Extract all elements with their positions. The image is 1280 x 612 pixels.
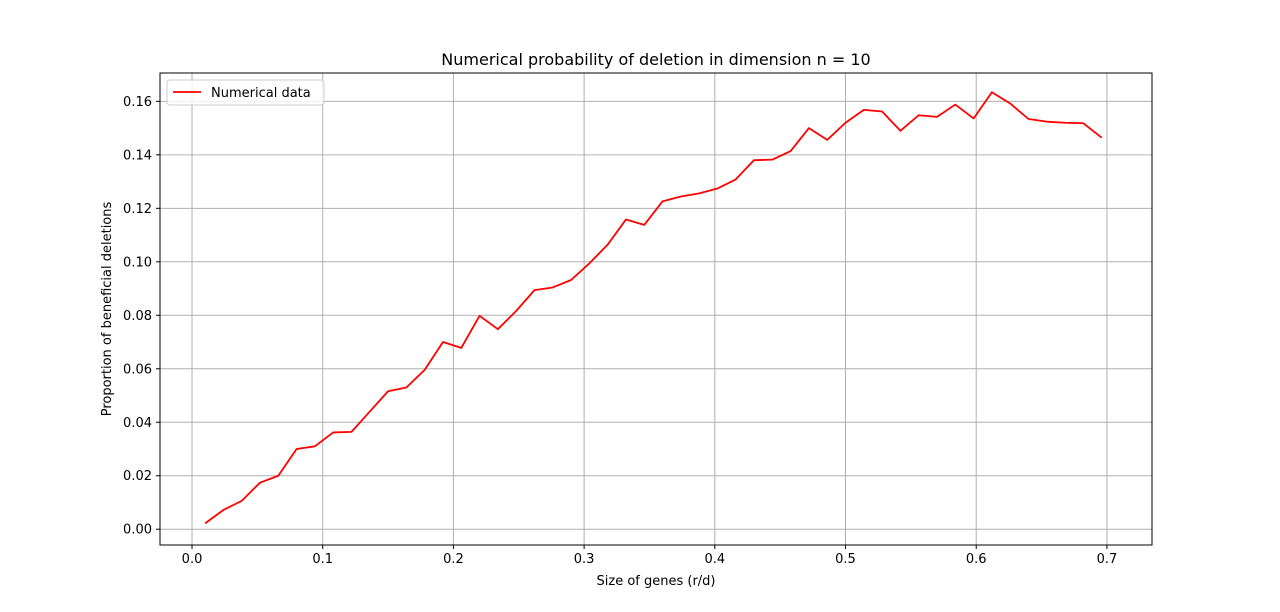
x-axis: 0.0 0.1 0.2 0.3 0.4 0.5 0.6 0.7 (182, 545, 1118, 567)
legend-label: Numerical data (211, 86, 311, 101)
x-tick-label: 0.7 (1097, 552, 1118, 567)
series-layer (204, 91, 1103, 525)
y-tick-label: 0.00 (123, 523, 152, 538)
y-tick-label: 0.12 (123, 202, 152, 217)
x-tick-label: 0.2 (443, 552, 464, 567)
y-tick-label: 0.06 (123, 362, 152, 377)
y-tick-label: 0.10 (123, 255, 152, 270)
x-tick-label: 0.0 (182, 552, 203, 567)
x-tick-label: 0.4 (704, 552, 725, 567)
grid (160, 73, 1152, 545)
legend: Numerical data (166, 79, 325, 106)
series-line (204, 91, 1103, 525)
y-axis: 0.00 0.02 0.04 0.06 0.08 0.10 0.12 0.14 0.16 (123, 95, 160, 538)
x-tick-label: 0.6 (966, 552, 987, 567)
y-tick-label: 0.08 (123, 309, 152, 324)
x-tick-label: 0.1 (312, 552, 333, 567)
y-axis-label: Proportion of beneficial deletions (100, 202, 115, 417)
legend-box (166, 79, 325, 106)
plot-frame (159, 72, 1153, 546)
x-tick-label: 0.3 (574, 552, 595, 567)
y-tick-label: 0.04 (123, 416, 152, 431)
x-tick-label: 0.5 (835, 552, 856, 567)
chart-title: Numerical probability of deletion in dim… (441, 50, 870, 69)
x-axis-label: Size of genes (r/d) (597, 574, 716, 589)
y-tick-label: 0.16 (123, 95, 152, 110)
y-tick-label: 0.02 (123, 469, 152, 484)
y-tick-label: 0.14 (123, 148, 152, 163)
